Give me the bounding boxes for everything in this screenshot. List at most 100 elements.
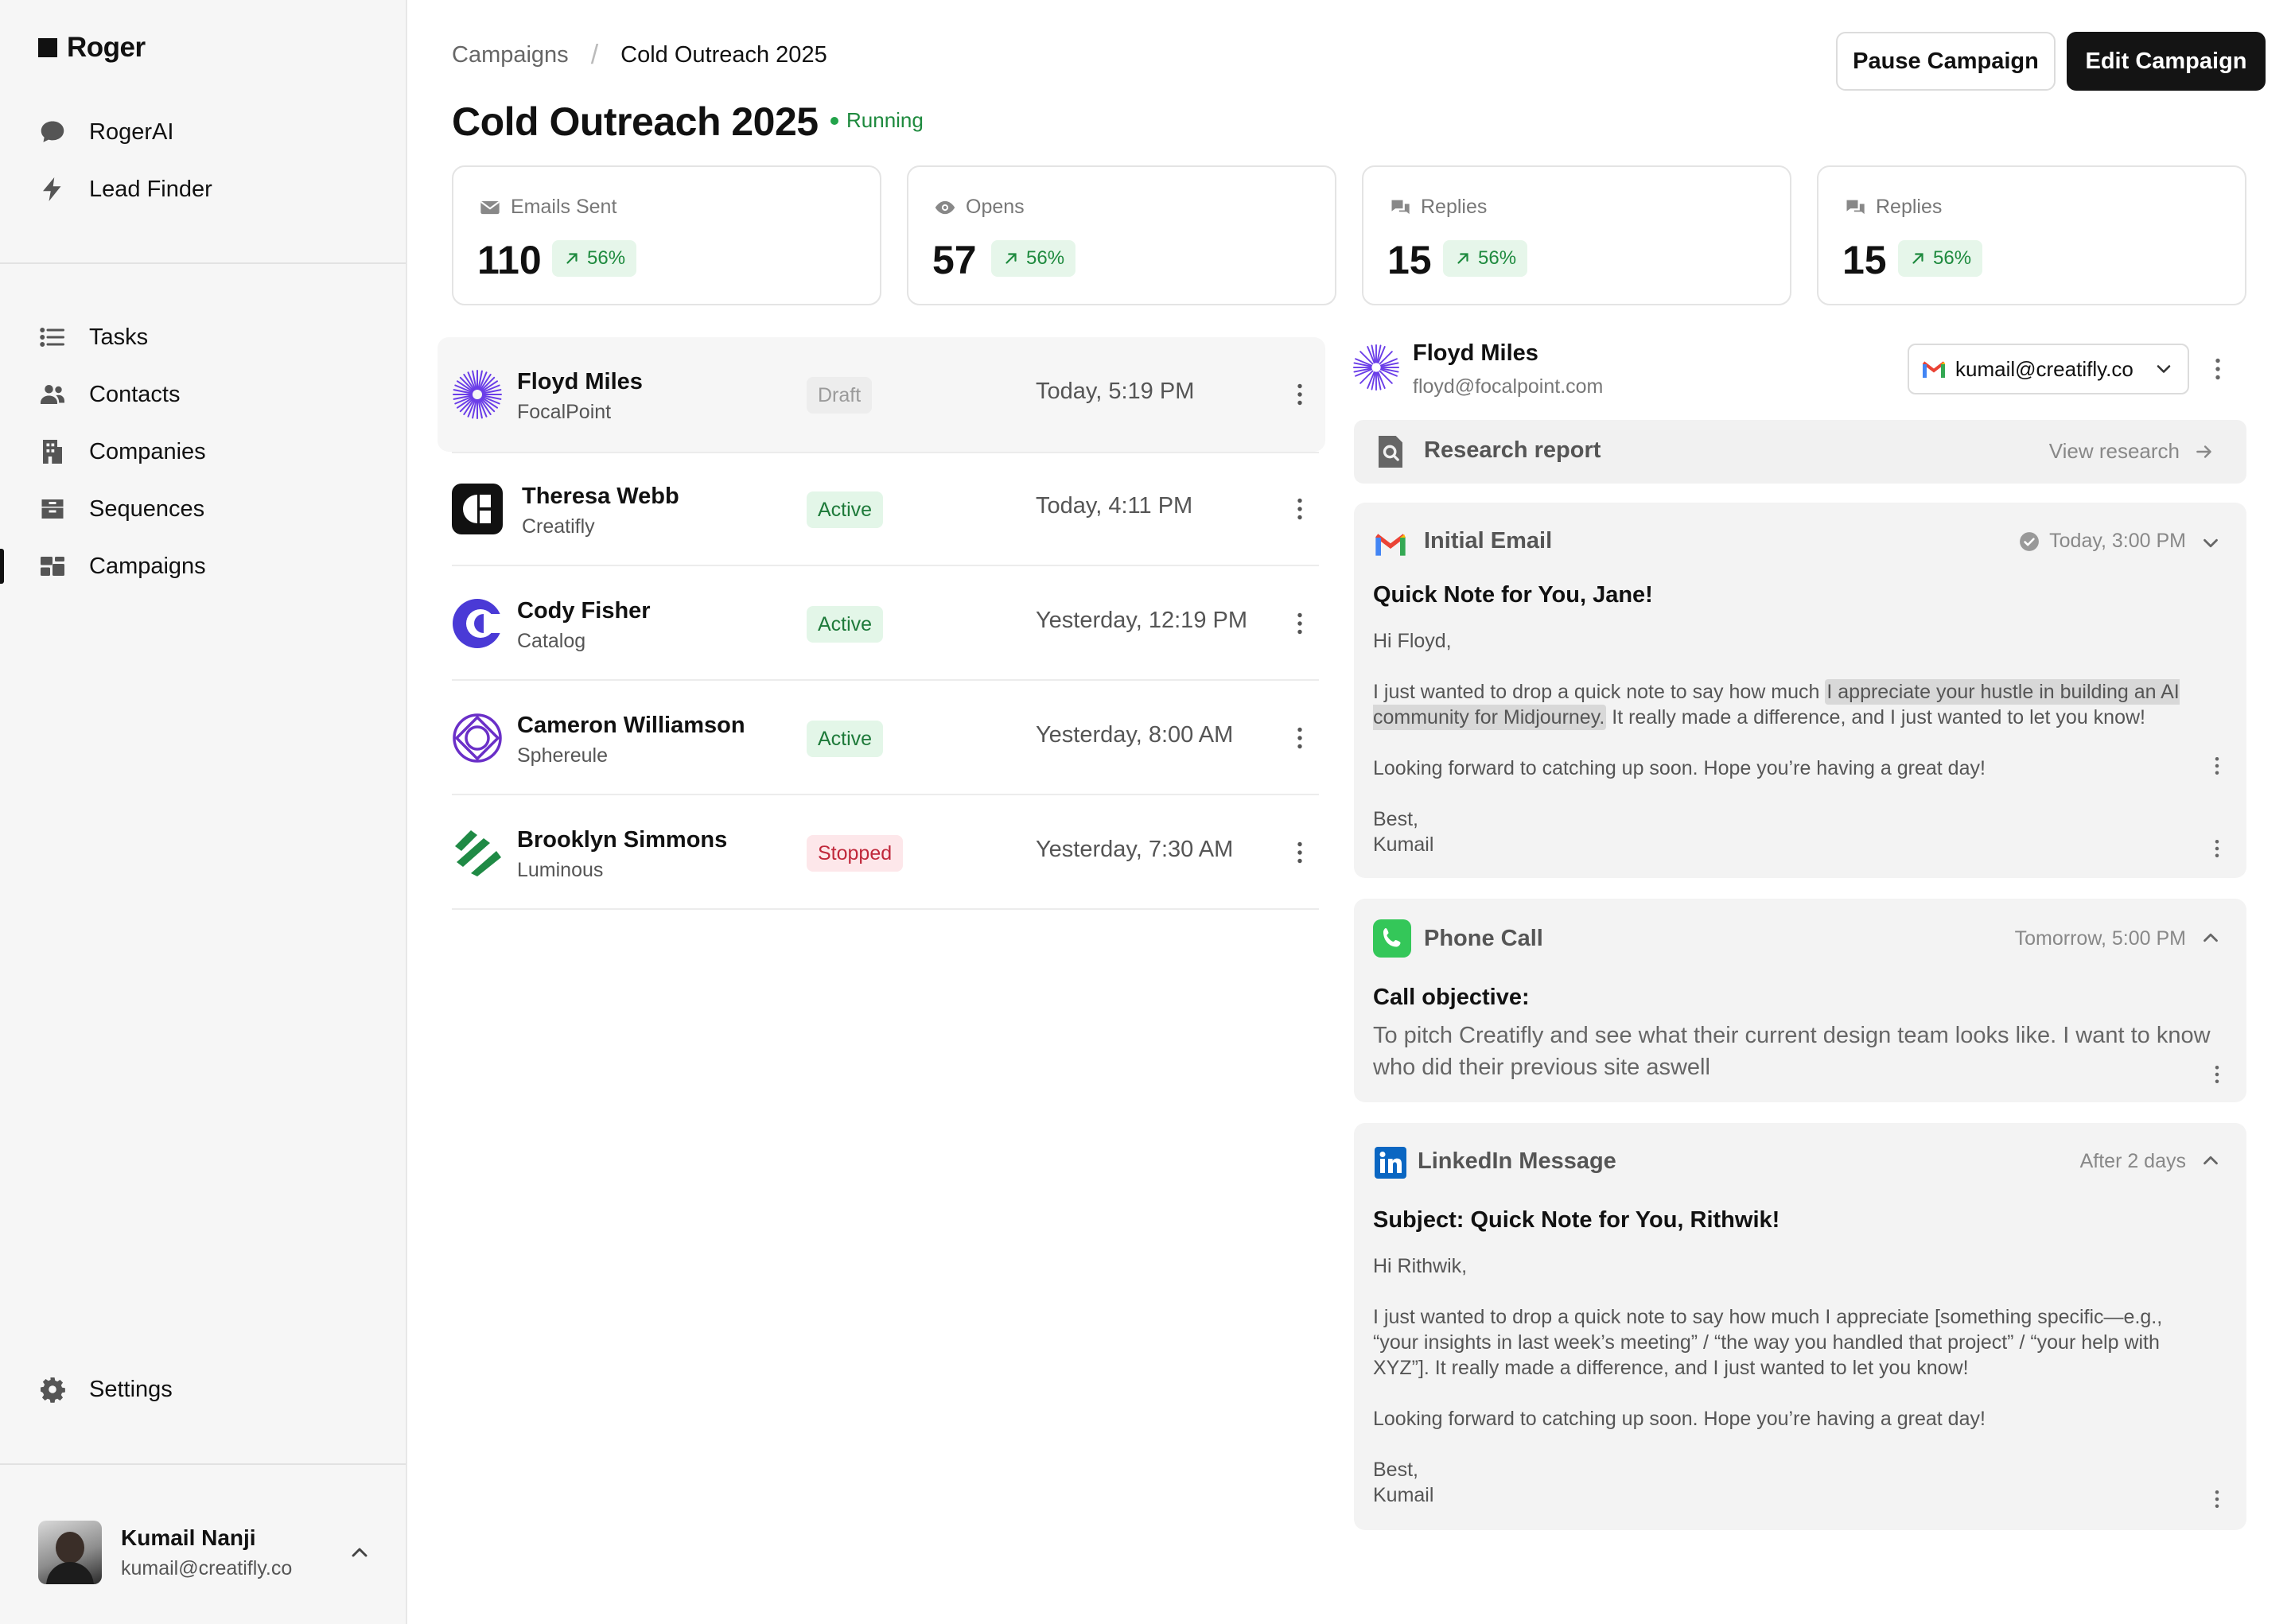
email-greeting: Hi Floyd,: [1373, 630, 1452, 652]
sidebar-item-contacts[interactable]: Contacts: [38, 375, 180, 414]
contact-row[interactable]: Cody Fisher Catalog Active Yesterday, 12…: [438, 566, 1325, 681]
sidebar: Roger RogerAI Lead Finder Tasks Contacts…: [0, 0, 407, 1624]
stat-card-opens: Opens 57 56%: [907, 165, 1336, 305]
step-time: Today, 3:00 PM: [2019, 530, 2186, 553]
luminous-logo-icon: [455, 830, 501, 876]
more-vertical-icon[interactable]: [1286, 724, 1314, 752]
contact-name: Floyd Miles: [517, 369, 643, 394]
pause-campaign-button[interactable]: Pause Campaign: [1836, 32, 2056, 91]
breadcrumb-parent[interactable]: Campaigns: [452, 42, 569, 68]
linkedin-signature: Kumail: [1373, 1484, 1434, 1506]
app-logo[interactable]: Roger: [38, 32, 146, 64]
more-vertical-icon[interactable]: [2205, 837, 2229, 861]
user-name: Kumail Nanji: [121, 1525, 256, 1550]
contact-time: Today, 4:11 PM: [1036, 493, 1193, 519]
more-vertical-icon[interactable]: [2205, 754, 2229, 778]
sidebar-item-companies[interactable]: Companies: [38, 432, 206, 472]
arrow-up-right-icon: [1912, 253, 1923, 264]
phone-icon: [1373, 919, 1411, 958]
contact-row[interactable]: Cameron Williamson Sphereule Active Yest…: [438, 681, 1325, 795]
sidebar-item-tasks[interactable]: Tasks: [38, 317, 148, 357]
step-time: Tomorrow, 5:00 PM: [2015, 927, 2186, 950]
eye-icon: [935, 200, 955, 214]
sidebar-item-label: Sequences: [89, 495, 205, 522]
sidebar-item-campaigns[interactable]: Campaigns: [38, 546, 206, 586]
focalpoint-logo-icon: [453, 370, 502, 419]
row-divider: [452, 565, 1319, 566]
sidebar-item-label: Settings: [89, 1376, 173, 1402]
stat-change-badge: 56%: [991, 240, 1076, 277]
linkedin-body: I just wanted to drop a quick note to sa…: [1373, 1306, 2163, 1379]
contact-row[interactable]: Brooklyn Simmons Luminous Stopped Yester…: [438, 795, 1325, 910]
step-time-label: Today, 3:00 PM: [2049, 530, 2186, 552]
stat-change-badge: 56%: [552, 240, 637, 277]
arrow-up-right-icon: [1457, 253, 1468, 264]
view-research-link[interactable]: View research: [2049, 439, 2215, 464]
more-vertical-icon[interactable]: [2205, 1063, 2229, 1086]
linkedin-closing: Looking forward to catching up soon. Hop…: [1373, 1408, 1986, 1430]
detail-contact-email: floyd@focalpoint.com: [1413, 375, 1604, 398]
sender-email: kumail@creatifly.co: [1955, 356, 2133, 381]
stat-label: Opens: [966, 196, 1025, 218]
step-time-label: Tomorrow, 5:00 PM: [2014, 927, 2186, 950]
more-vertical-icon[interactable]: [2203, 355, 2232, 383]
row-divider: [452, 452, 1319, 453]
building-icon: [38, 437, 67, 466]
users-icon: [38, 380, 67, 409]
contact-name: Cody Fisher: [517, 598, 651, 624]
sidebar-item-settings[interactable]: Settings: [38, 1370, 173, 1409]
sphereule-logo-icon: [453, 713, 502, 763]
chevron-up-icon[interactable]: [2199, 926, 2223, 950]
edit-campaign-button[interactable]: Edit Campaign: [2067, 32, 2266, 91]
stat-value: 15: [1387, 238, 1432, 282]
reply-icon: [1391, 200, 1410, 214]
chat-bubble-icon: [38, 118, 67, 146]
more-vertical-icon[interactable]: [1286, 380, 1314, 409]
avatar: [38, 1521, 102, 1584]
more-vertical-icon[interactable]: [1286, 609, 1314, 638]
sidebar-item-rogerai[interactable]: RogerAI: [38, 112, 173, 152]
status-badge: Active: [807, 606, 884, 643]
stat-change: 56%: [587, 247, 626, 269]
reply-icon: [1846, 200, 1865, 214]
campaigns-icon: [38, 552, 67, 581]
sidebar-divider: [0, 1463, 406, 1465]
row-divider: [452, 908, 1319, 910]
sidebar-item-label: Tasks: [89, 324, 149, 350]
chevron-down-icon[interactable]: [2199, 531, 2223, 555]
row-divider: [452, 679, 1319, 681]
contact-row[interactable]: Floyd Miles FocalPoint Draft Today, 5:19…: [438, 337, 1325, 452]
contact-name: Theresa Webb: [522, 484, 679, 509]
status-label: Running: [846, 108, 924, 132]
stat-change: 56%: [1026, 247, 1065, 269]
arrow-up-right-icon: [1005, 253, 1017, 264]
stat-change-badge: 56%: [1898, 240, 1983, 277]
stat-change-badge: 56%: [1443, 240, 1528, 277]
step-phone-call: Phone Call Tomorrow, 5:00 PM Call object…: [1354, 899, 2246, 1102]
more-vertical-icon[interactable]: [2205, 1487, 2229, 1511]
more-vertical-icon[interactable]: [1286, 495, 1314, 523]
contact-time: Today, 5:19 PM: [1036, 379, 1195, 404]
contact-row[interactable]: Theresa Webb Creatifly Active Today, 4:1…: [438, 452, 1325, 566]
status-badge: Active: [807, 721, 884, 757]
more-vertical-icon[interactable]: [1286, 838, 1314, 867]
sidebar-item-label: RogerAI: [89, 118, 174, 145]
contact-time: Yesterday, 12:19 PM: [1036, 608, 1247, 633]
breadcrumb-separator: /: [590, 40, 599, 70]
user-menu[interactable]: Kumail Nanji kumail@creatifly.co: [38, 1521, 372, 1584]
sidebar-item-lead-finder[interactable]: Lead Finder: [38, 169, 212, 209]
sender-select[interactable]: kumail@creatifly.co: [1908, 344, 2189, 394]
app-name: Roger: [67, 32, 146, 63]
step-initial-email: Initial Email Today, 3:00 PM Quick Note …: [1354, 503, 2246, 878]
research-report-bar[interactable]: Research report View research: [1354, 420, 2246, 484]
stat-label: Emails Sent: [511, 196, 617, 218]
chevron-up-icon[interactable]: [2199, 1148, 2223, 1172]
sidebar-item-sequences[interactable]: Sequences: [38, 489, 204, 529]
active-indicator: [0, 549, 4, 584]
chevron-up-icon[interactable]: [347, 1540, 372, 1565]
contact-name: Brooklyn Simmons: [517, 827, 728, 853]
stat-card-replies: Replies 15 56%: [1362, 165, 1791, 305]
status-badge: Stopped: [807, 835, 904, 872]
catalog-logo-icon: [453, 599, 503, 648]
linkedin-signoff: Best,: [1373, 1459, 1418, 1481]
